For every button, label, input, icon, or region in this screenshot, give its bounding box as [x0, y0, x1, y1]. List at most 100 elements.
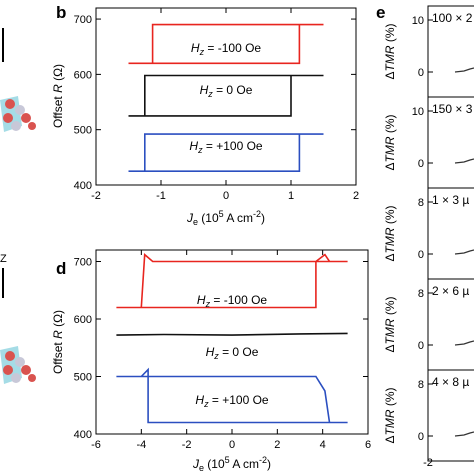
ylabel-e: ΔTMR (%) [383, 387, 397, 443]
field-label-0: Hz = -100 Oe [197, 293, 268, 309]
y-tick-label: 400 [74, 429, 92, 441]
schematic-top-fragment [0, 28, 36, 132]
x-tick-label: 0 [229, 439, 235, 451]
delta-symbol: Δ [383, 435, 397, 443]
labels-d: Hz = -100 Oe Hz = 0 Oe Hz = +100 Oe [195, 293, 269, 409]
series-d [116, 252, 348, 424]
field-symbol: H [195, 393, 204, 407]
field-label-1: Hz = 0 Oe [206, 345, 259, 361]
y-tick-label: 8 [418, 379, 424, 391]
field-value: = +100 Oe [209, 393, 269, 407]
tmr-text: TMR [383, 409, 397, 435]
y-tick-label: 400 [74, 180, 92, 192]
trace [454, 249, 474, 255]
field-symbol: H [197, 293, 206, 307]
x-tick-label: -2 [423, 457, 433, 469]
y-tick-label: 0 [418, 249, 424, 261]
trace [454, 431, 474, 437]
subpanel-1: 150 × 3 10 0 ΔTMR (%) [383, 96, 474, 189]
axis-letter-z: Z [0, 253, 7, 265]
xlabel-b: Je (105 A cm-2) [186, 209, 265, 227]
subpanel-label: 150 × 3 [432, 102, 473, 116]
series-line-1 [116, 332, 348, 336]
field-label-2: Hz = +100 Oe [189, 139, 263, 155]
percent-unit: (%) [383, 205, 397, 227]
trace [454, 67, 474, 73]
series-line-2 [128, 133, 324, 172]
ylabel-e: ΔTMR (%) [383, 296, 397, 352]
series-line-0 [116, 252, 348, 309]
field-subscript: z [205, 299, 211, 309]
field-value: = -100 Oe [210, 293, 267, 307]
y-tick-label: 0 [418, 158, 424, 170]
y-tick-label: 10 [412, 15, 424, 27]
y-tick-label: 700 [74, 14, 92, 26]
x-tick-label: 2 [274, 439, 280, 451]
field-label-2: Hz = +100 Oe [195, 393, 269, 409]
y-tick-label: 500 [74, 125, 92, 137]
percent-unit: (%) [383, 23, 397, 45]
delta-symbol: Δ [383, 71, 397, 79]
subpanel-label: 1 × 3 µ [432, 193, 469, 207]
series-line-0 [128, 23, 324, 65]
trace [454, 340, 474, 346]
percent-unit: (%) [383, 387, 397, 409]
subpanel-4: 4 × 8 µ 8 0 ΔTMR (%) [383, 369, 474, 462]
x-tick-label: -2 [182, 439, 192, 451]
panel-letter-d: d [56, 259, 66, 278]
tmr-text: TMR [383, 318, 397, 344]
xlabel-d: Je (105 A cm-2) [192, 455, 271, 473]
subpanel-label: 2 × 6 µ [432, 284, 469, 298]
x-tick-label: 4 [320, 439, 326, 451]
x-tick-label: 1 [288, 190, 294, 202]
schematic-bottom-fragment: Z [0, 253, 36, 384]
delta-symbol: Δ [383, 162, 397, 170]
series-line-2 [116, 367, 348, 424]
subpanel-2: 1 × 3 µ 8 0 ΔTMR (%) [383, 187, 474, 280]
axes-b: -2 -1 0 1 2 400 500 600 700 [74, 8, 359, 202]
x-tick-label: -6 [91, 439, 101, 451]
field-symbol: H [189, 139, 198, 153]
x-tick-label: -4 [136, 439, 146, 451]
x-tick-label: -1 [156, 190, 166, 202]
field-subscript: z [213, 351, 219, 361]
field-symbol: H [191, 41, 200, 55]
field-subscript: z [197, 145, 203, 155]
subpanel-0: 100 × 2 10 0 ΔTMR (%) [383, 5, 474, 98]
field-value: = +100 Oe [203, 139, 263, 153]
field-subscript: z [199, 47, 205, 57]
field-symbol: H [200, 83, 209, 97]
ylabel-d: Offset R (Ω) [51, 310, 65, 374]
percent-unit: (%) [383, 296, 397, 318]
x-tick-label: 0 [223, 190, 229, 202]
series-line-1 [128, 74, 324, 117]
tmr-text: TMR [383, 45, 397, 71]
panel-letter-b: b [56, 3, 66, 22]
subpanel-label: 100 × 2 [432, 11, 473, 25]
subpanel-label: 4 × 8 µ [432, 375, 469, 389]
y-tick-label: 600 [74, 69, 92, 81]
delta-symbol: Δ [383, 344, 397, 352]
delta-symbol: Δ [383, 253, 397, 261]
subpanel-3: 2 × 6 µ 8 0 ΔTMR (%) [383, 278, 474, 371]
y-tick-label: 10 [412, 106, 424, 118]
ylabel-e: ΔTMR (%) [383, 114, 397, 170]
y-tick-label: 0 [418, 67, 424, 79]
field-label-0: Hz = -100 Oe [191, 41, 262, 57]
field-label-1: Hz = 0 Oe [200, 83, 253, 99]
field-value: = -100 Oe [204, 41, 261, 55]
y-tick-label: 8 [418, 197, 424, 209]
field-subscript: z [207, 89, 213, 99]
ylabel-b: Offset R (Ω) [51, 64, 65, 128]
subpanel-frame [427, 369, 474, 462]
y-tick-label: 8 [418, 288, 424, 300]
percent-unit: (%) [383, 114, 397, 136]
y-tick-label: 0 [418, 431, 424, 443]
y-tick-label: 700 [74, 257, 92, 269]
trace [454, 158, 474, 164]
